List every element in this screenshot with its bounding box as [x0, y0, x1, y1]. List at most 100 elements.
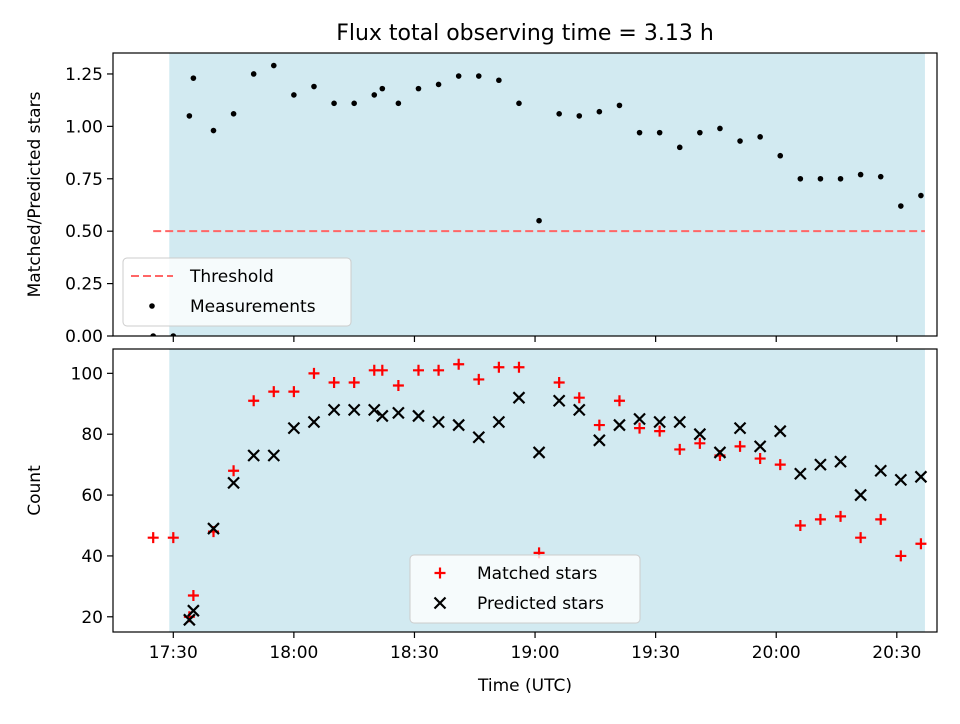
- matched-star-point: [147, 532, 159, 544]
- predicted-star-point: [367, 403, 381, 417]
- matched-star-point: [376, 364, 388, 376]
- y-tick-label: 80: [81, 425, 103, 445]
- predicted-star-point: [327, 403, 341, 417]
- x-tick-label: 18:00: [269, 643, 318, 663]
- y-tick-label: 100: [71, 364, 103, 384]
- predicted-star-point: [894, 473, 908, 487]
- axes-frame: [112, 52, 938, 337]
- matched-star-point: [835, 510, 847, 522]
- y-tick-label: 0.25: [65, 275, 103, 295]
- predicted-star-point: [512, 391, 526, 404]
- matched-star-point: [513, 361, 525, 373]
- matched-star-point: [248, 395, 260, 407]
- measurement-point: [757, 134, 763, 140]
- predicted-star-point: [834, 455, 847, 468]
- legend-predicted-swatch: [433, 596, 447, 610]
- measurement-point: [596, 108, 603, 115]
- legend: Threshold Measurements: [122, 257, 352, 327]
- matched-star-point: [228, 465, 240, 477]
- matched-star-point: [634, 422, 646, 434]
- y-tick-label: 0.75: [65, 170, 103, 190]
- measurement-point: [797, 175, 804, 182]
- matched-star-point: [493, 361, 505, 373]
- measurement-point: [371, 92, 378, 98]
- legend-matched-swatch: [434, 567, 446, 579]
- matched-star-point: [674, 443, 686, 455]
- predicted-star-point: [673, 415, 687, 429]
- legend-box: [409, 554, 641, 624]
- x-tick-label: 17:30: [149, 643, 198, 663]
- predicted-star-point: [693, 427, 707, 441]
- measurement-point: [576, 113, 583, 119]
- predicted-star-point: [753, 440, 767, 453]
- predicted-star-point: [187, 604, 200, 617]
- y-tick-label: 0.50: [65, 222, 103, 242]
- predicted-star-point: [773, 424, 787, 438]
- y-axis-label: Count: [25, 465, 45, 516]
- y-tick-label: 60: [81, 486, 103, 506]
- measurement-point: [170, 333, 177, 336]
- x-axis-label: Time (UTC): [477, 676, 572, 696]
- matched-star-point: [392, 380, 404, 392]
- measurement-point: [270, 62, 277, 69]
- predicted-star-point: [472, 430, 486, 444]
- axes-frame: [112, 348, 938, 633]
- predicted-star-point: [593, 434, 606, 447]
- matched-star-point: [613, 395, 625, 407]
- measurement-point: [435, 81, 442, 88]
- predicted-star-point: [814, 458, 827, 471]
- matched-star-point: [328, 376, 340, 388]
- measurement-point: [817, 175, 824, 182]
- matched-star-point: [553, 376, 565, 388]
- measurement-point: [737, 138, 743, 144]
- matched-star-point: [167, 532, 179, 544]
- legend-box: [122, 257, 352, 327]
- matched-star-point: [433, 364, 445, 376]
- plot-area: [147, 358, 928, 627]
- measurement-point: [777, 152, 784, 159]
- matched-star-point: [694, 437, 706, 449]
- measurement-point: [636, 129, 643, 136]
- matched-star-point: [875, 513, 887, 525]
- measurement-point: [455, 73, 462, 79]
- x-tick-label: 19:00: [511, 643, 560, 663]
- measurement-point: [250, 71, 257, 77]
- matched-star-point: [754, 453, 766, 465]
- measurement-point: [190, 75, 197, 81]
- matched-star-point: [895, 550, 907, 562]
- matched-star-point: [348, 376, 360, 388]
- predicted-star-point: [452, 418, 465, 432]
- matched-star-point: [412, 364, 424, 376]
- y-tick-label: 20: [81, 608, 103, 628]
- predicted-star-point: [247, 449, 260, 462]
- measurement-point: [291, 92, 297, 98]
- matched-star-point: [593, 419, 605, 431]
- y-tick-label: 40: [81, 547, 103, 567]
- predicted-star-point: [432, 415, 445, 429]
- predicted-star-point: [613, 418, 626, 432]
- predicted-star-point: [914, 470, 928, 484]
- matched-star-point: [915, 538, 927, 550]
- predicted-star-point: [854, 488, 867, 502]
- predicted-star-point: [572, 403, 586, 417]
- y-tick-label: 1.25: [65, 65, 103, 85]
- y-tick-label: 0.00: [65, 327, 103, 347]
- legend-measurement-swatch: [149, 303, 155, 309]
- predicted-star-point: [207, 522, 220, 535]
- matched-star-point: [288, 386, 300, 398]
- legend-label: Predicted stars: [477, 594, 604, 614]
- measurement-point: [210, 127, 217, 134]
- predicted-star-point: [713, 446, 727, 459]
- measurement-point: [857, 171, 864, 178]
- matched-star-point: [794, 519, 806, 531]
- measurement-point: [475, 73, 482, 79]
- measurement-point: [536, 217, 542, 224]
- measurement-point: [351, 100, 357, 107]
- matched-star-point: [855, 532, 867, 544]
- x-tick-label: 20:30: [872, 643, 921, 663]
- matched-star-point: [453, 358, 465, 370]
- matched-star-point: [473, 373, 485, 385]
- matched-star-point: [814, 513, 826, 525]
- measurement-point: [516, 100, 522, 107]
